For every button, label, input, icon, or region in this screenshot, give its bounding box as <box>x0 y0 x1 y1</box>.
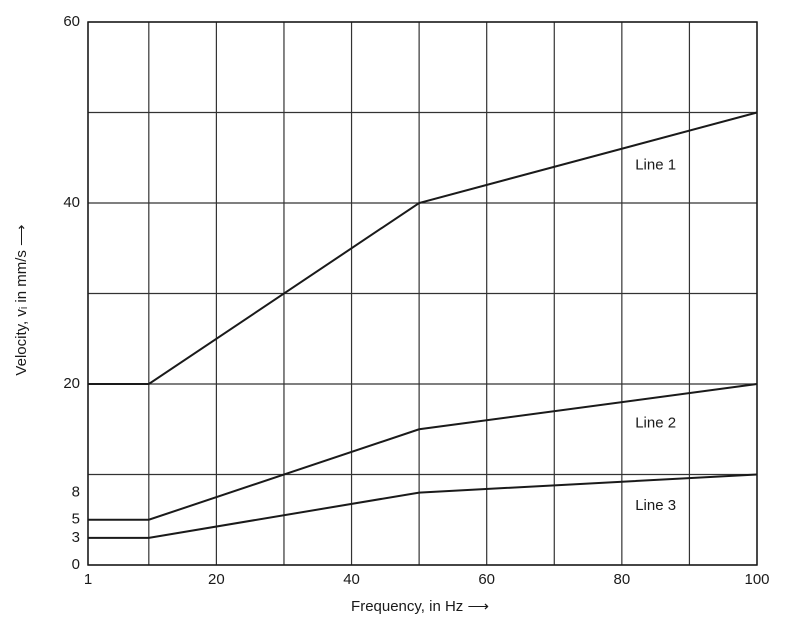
x-tick-label: 20 <box>208 571 225 588</box>
y-tick-label: 0 <box>72 556 80 573</box>
series-label: Line 2 <box>635 415 676 432</box>
series-label: Line 1 <box>635 157 676 174</box>
line <box>88 383 758 521</box>
line <box>88 111 758 385</box>
x-tick-label: 1 <box>84 571 92 588</box>
x-axis-label: Frequency, in Hz ⟶ <box>351 598 489 615</box>
line <box>88 473 758 539</box>
y-tick-label: 3 <box>72 529 80 546</box>
y-tick-label: 5 <box>72 511 80 528</box>
y-tick-label: 8 <box>72 484 80 501</box>
x-tick-label: 60 <box>478 571 495 588</box>
x-tick-label: 40 <box>343 571 360 588</box>
x-tick-label: 100 <box>744 571 769 588</box>
series-label: Line 3 <box>635 497 676 514</box>
x-tick-label: 80 <box>614 571 631 588</box>
plot-frame <box>87 21 758 566</box>
y-tick-label: 20 <box>63 375 80 392</box>
y-tick-label: 60 <box>63 13 80 30</box>
y-tick-label: 40 <box>63 194 80 211</box>
y-axis-label: Velocity, vᵢ in mm/s ⟶ <box>13 224 30 375</box>
